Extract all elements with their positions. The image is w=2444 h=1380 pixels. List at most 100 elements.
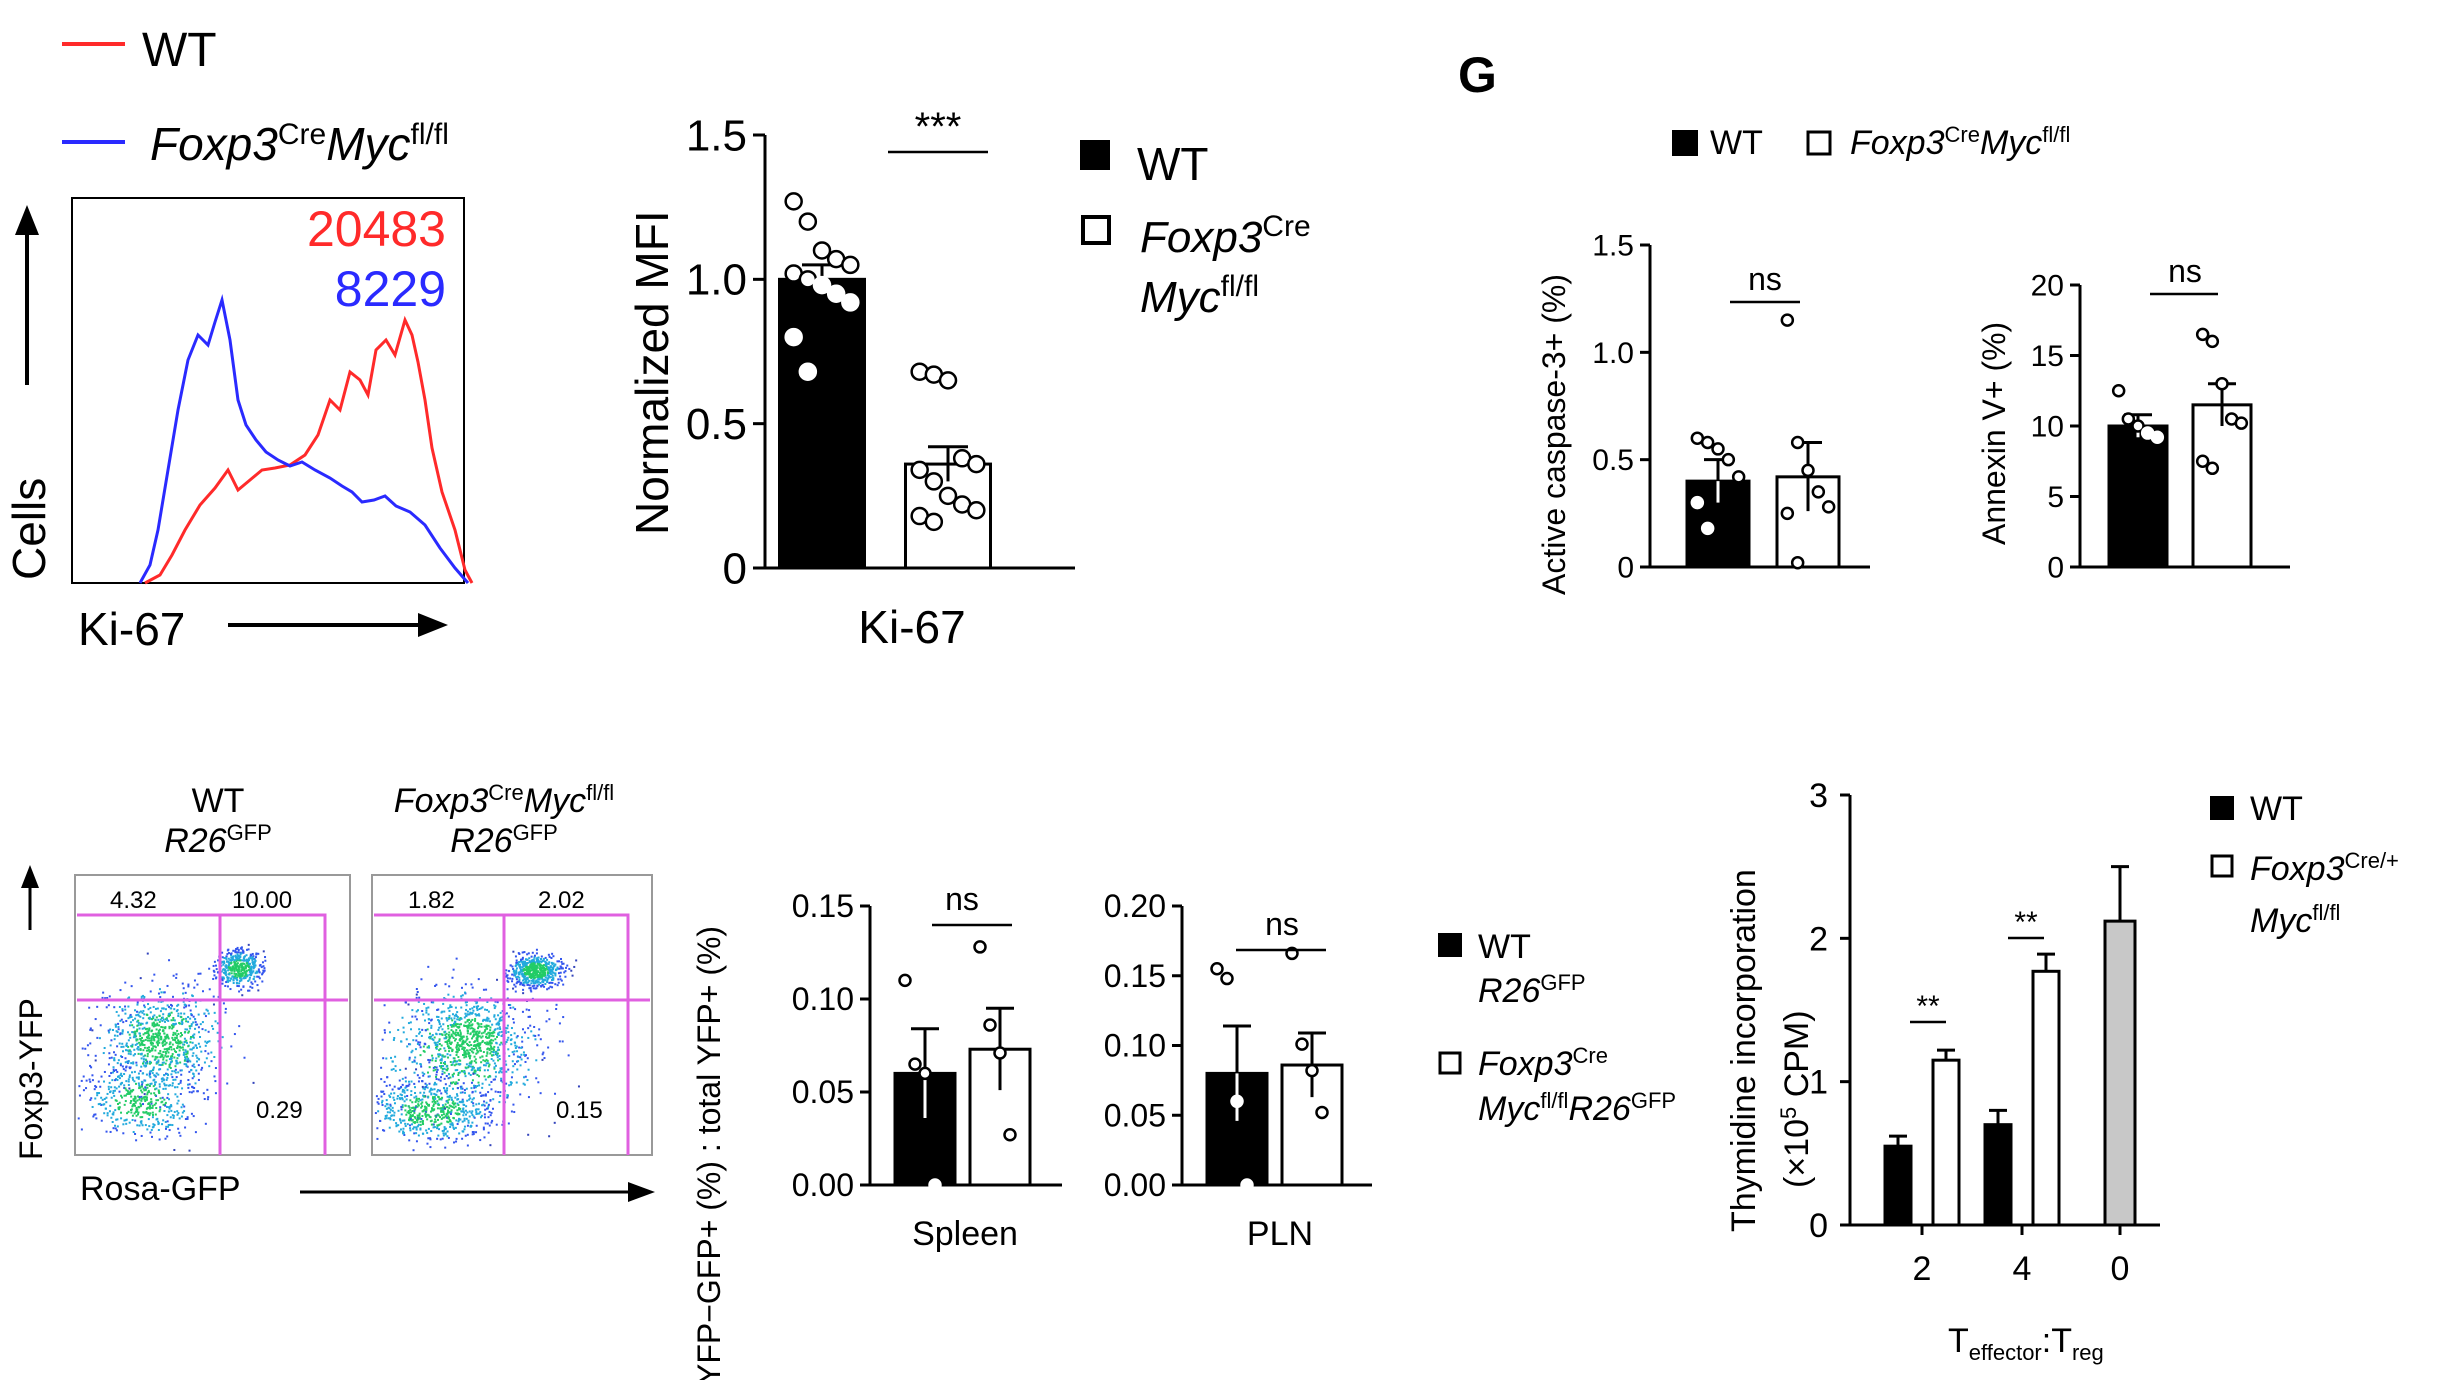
flow-dot <box>410 1115 413 1118</box>
flow-dot <box>192 1052 195 1055</box>
flow-dot <box>439 1025 442 1028</box>
flow-dot <box>532 974 535 977</box>
flow-dot <box>496 1027 499 1030</box>
flow-dot <box>484 1029 487 1032</box>
flow-dot <box>117 1059 120 1062</box>
pln-significance: ns <box>1265 906 1299 942</box>
flow-dot <box>430 1026 433 1029</box>
flow-dot <box>429 1059 432 1062</box>
flow-dot <box>545 964 548 967</box>
flow-dot <box>147 1112 150 1115</box>
flow-dot <box>492 1035 495 1038</box>
flow-dot <box>422 1045 425 1048</box>
flow-dot <box>200 1068 203 1071</box>
flow-dot <box>213 974 216 977</box>
flow-dot <box>212 969 215 972</box>
flow-dot <box>236 979 239 982</box>
flow-dot <box>181 1111 184 1114</box>
flow-dot <box>532 964 535 967</box>
flow-dot <box>112 1089 115 1092</box>
flow-dot <box>146 1030 149 1033</box>
spleen-plot: 0.000.050.100.15 <box>792 888 1062 1203</box>
flow-dot <box>538 961 541 964</box>
flow-dot <box>389 1111 392 1114</box>
flow-dot <box>458 1117 461 1120</box>
flow-dot <box>478 1030 481 1033</box>
flow-dot <box>124 1005 127 1008</box>
flow-dot <box>108 1074 111 1077</box>
flow-dot <box>430 1119 433 1122</box>
flow-dot <box>445 1036 448 1039</box>
flow-dot <box>130 1111 133 1114</box>
flow-dot <box>464 1021 467 1024</box>
flow-dot <box>544 974 547 977</box>
flow-dot <box>438 1065 441 1068</box>
flow-dot <box>99 1102 102 1105</box>
flow-dot <box>466 1099 469 1102</box>
x-arrow-head <box>418 613 448 637</box>
annexin-ylabel: Annexin V+ (%) <box>1976 322 2012 545</box>
flow-dot <box>437 1015 440 1018</box>
flow-dot <box>142 1033 145 1036</box>
flow-dot <box>438 1019 441 1022</box>
flow-dot <box>476 1085 479 1088</box>
flow-dot <box>513 1041 516 1044</box>
flow-dot <box>199 1045 202 1048</box>
flow-dot <box>139 1069 142 1072</box>
flow-dot <box>166 1135 169 1138</box>
flow-dot <box>521 958 524 961</box>
flow-dot <box>554 972 557 975</box>
flow-dot <box>238 970 241 973</box>
flow-dot <box>206 1088 209 1091</box>
flow-dot <box>418 1097 421 1100</box>
flow-dot <box>541 983 544 986</box>
flow-dot <box>444 1049 447 1052</box>
flow-dot <box>531 961 534 964</box>
flow-dot <box>532 978 535 981</box>
flow-dot <box>161 1041 164 1044</box>
caspase-data-point <box>1700 435 1715 450</box>
flow-dot <box>192 1046 195 1049</box>
flow-dot <box>127 1078 130 1081</box>
flow-dot <box>236 965 239 968</box>
flow-dot <box>425 1084 428 1087</box>
flow-dot <box>460 1006 463 1009</box>
annexin-data-point <box>2234 416 2249 430</box>
flow-dot <box>174 1065 177 1068</box>
flow-dot <box>388 1094 391 1097</box>
flow-dot <box>452 1126 455 1129</box>
flow-dot <box>489 1052 492 1055</box>
flow-ko-gate <box>374 913 630 1155</box>
flow-dot <box>242 950 245 953</box>
flow-dot <box>434 1043 437 1046</box>
flow-dot <box>530 979 533 982</box>
flow-dot <box>450 1123 453 1126</box>
flow-dot <box>447 1056 450 1059</box>
flow-dot <box>435 1083 438 1086</box>
flow-dot <box>483 1025 486 1028</box>
flow-dot <box>499 1028 502 1031</box>
flow-dot <box>523 961 526 964</box>
flow-dot <box>396 1097 399 1100</box>
flow-dot <box>185 1020 188 1023</box>
flow-dot <box>130 1095 133 1098</box>
thymidine-ytick-label: 0 <box>1809 1207 1828 1245</box>
flow-dot <box>468 1041 471 1044</box>
flow-dot <box>174 1032 177 1035</box>
flow-dot <box>182 1048 185 1051</box>
flow-dot <box>176 1057 179 1060</box>
flow-dot <box>232 975 235 978</box>
flow-dot <box>383 1031 386 1034</box>
flow-dot <box>529 989 532 992</box>
flow-dot <box>468 1022 471 1025</box>
flow-dot <box>514 990 517 993</box>
bm-legend-ko-line2: Mycfl/flR26GFP <box>1478 1088 1676 1128</box>
flow-dot <box>117 1022 120 1025</box>
flow-dot <box>459 1033 462 1036</box>
flow-wt-frame <box>74 874 351 1156</box>
flow-dot <box>463 1069 466 1072</box>
flow-dot <box>194 1027 197 1030</box>
flow-dot <box>192 1035 195 1038</box>
flow-dot <box>515 978 518 981</box>
flow-dot <box>207 1012 210 1015</box>
